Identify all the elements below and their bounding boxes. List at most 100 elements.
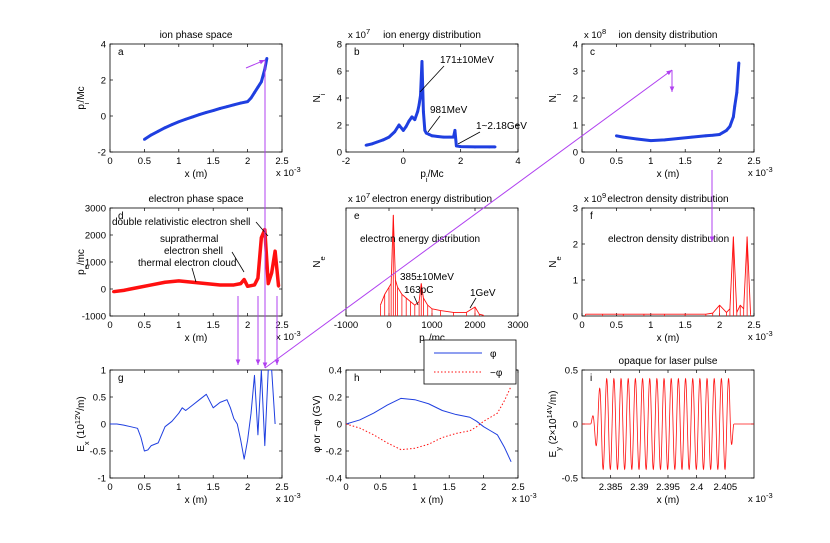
x-tick-label: 1.5	[207, 482, 220, 493]
y-tick-label: -0.5	[562, 474, 578, 485]
connector-arrowhead	[669, 86, 675, 92]
x-axis-label: x (m)	[421, 495, 444, 506]
panel-letter: g	[118, 373, 124, 384]
panel-letter: i	[590, 373, 592, 384]
y-multiplier: x 108	[584, 27, 606, 42]
y-tick-label: 0.4	[329, 366, 342, 377]
y-tick-label: 4	[101, 40, 106, 51]
data-point	[424, 131, 428, 135]
data-point	[690, 135, 694, 139]
x-tick-label: 2.395	[656, 482, 680, 493]
y-axis-label: Ni	[312, 93, 327, 102]
y-tick-label: 0	[101, 420, 106, 431]
data-point	[621, 135, 625, 139]
x-multiplier: x 10-3	[748, 491, 773, 506]
y-tick-label: 0	[573, 420, 578, 431]
y-tick-label: 1	[101, 366, 106, 377]
data-point	[225, 105, 229, 109]
y-tick-label: 1000	[85, 258, 106, 269]
x-tick-label: 2	[245, 156, 250, 167]
data-point	[393, 130, 397, 134]
annotation-arrow	[469, 297, 477, 309]
x-tick-label: 2	[717, 320, 722, 331]
y-axis-label: Ex (1012V/m)	[73, 396, 91, 451]
data-point	[211, 109, 215, 112]
y-multiplier: x 107	[348, 191, 370, 206]
data-point	[649, 139, 653, 143]
panel-letter: a	[118, 47, 124, 58]
y-tick-label: 0	[101, 112, 106, 123]
data-point	[249, 96, 253, 100]
panel-letter: d	[118, 211, 124, 222]
y-tick-label: -0.2	[326, 447, 342, 458]
data-point	[417, 103, 421, 107]
data-point	[387, 135, 391, 139]
y-tick-label: 4	[337, 94, 342, 105]
x-tick-label: 0.5	[138, 482, 151, 493]
data-point	[184, 117, 188, 121]
x-multiplier: x 10-3	[748, 165, 773, 180]
y-tick-label: 2	[337, 121, 342, 132]
series-line-0	[585, 236, 752, 315]
x-tick-label: 0	[401, 156, 406, 167]
y-tick-label: 0.2	[329, 393, 342, 404]
annotation-1-2GeV: 1~2.18GeV	[476, 121, 527, 132]
data-point	[143, 138, 146, 141]
plot-area	[112, 227, 281, 294]
data-point	[256, 85, 260, 89]
y-axis-label: Ne	[548, 256, 563, 267]
series-line-0	[616, 62, 741, 143]
annotation-arrow	[255, 221, 269, 237]
data-point	[635, 137, 639, 141]
panel-title: electron phase space	[148, 194, 244, 205]
data-point	[136, 286, 139, 290]
x-tick-label: 0.5	[138, 320, 151, 331]
x-tick-label: 0	[343, 482, 348, 493]
y-tick-label: -1	[98, 474, 106, 485]
series-line-0	[346, 397, 512, 463]
data-point	[239, 101, 243, 105]
x-axis-label: x (m)	[185, 169, 208, 180]
legend-box	[423, 339, 517, 385]
data-point	[453, 129, 457, 132]
x-tick-label: 2000	[464, 320, 485, 331]
data-point	[149, 283, 153, 287]
x-tick-label: 2	[245, 482, 250, 493]
data-point	[253, 283, 256, 287]
data-point	[270, 271, 274, 275]
y-tick-label: 0	[573, 312, 578, 323]
axes-frame	[581, 43, 755, 153]
y-axis-label: Ey (2×1014V/m)	[545, 391, 563, 458]
annotation-385MeV: 385±10MeV	[400, 272, 454, 283]
data-point	[204, 282, 208, 285]
annotation-electron-shell: electron shell	[164, 246, 223, 257]
panel-letter: e	[354, 211, 360, 222]
connector-arrowhead	[666, 70, 672, 76]
x-tick-label: 2.405	[713, 482, 737, 493]
panel-i: 2.385 2.39 2.395 2.4 2.405 -0.5 0 0.5 opaque for…	[545, 356, 773, 506]
data-point	[265, 57, 269, 60]
x-multiplier: x 10-3	[276, 165, 301, 180]
data-point	[163, 280, 167, 284]
data-point	[232, 103, 236, 107]
data-point	[204, 111, 208, 114]
panel-title: opaque for laser pulse	[619, 356, 718, 367]
x-tick-label: 0	[107, 156, 112, 167]
series-line-0	[110, 370, 276, 460]
data-point	[191, 280, 194, 284]
panel-c: 0 0.5 1 1.5 2 2.5 0 1 2 3 4 ion density distributio…	[548, 27, 773, 181]
data-point	[253, 91, 256, 94]
y-tick-label: 0	[101, 285, 106, 296]
x-tick-label: 1	[412, 482, 417, 493]
data-point	[156, 129, 160, 133]
y-tick-label: 2	[101, 76, 106, 87]
legend-label-negphi: −φ	[490, 368, 503, 379]
plot-area	[346, 385, 512, 463]
x-tick-label: 0.5	[138, 156, 151, 167]
data-point	[447, 135, 451, 139]
y-tick-label: 0	[573, 148, 578, 159]
x-axis-label: x (m)	[657, 169, 680, 180]
panel-title: electron density distribution	[607, 194, 728, 205]
